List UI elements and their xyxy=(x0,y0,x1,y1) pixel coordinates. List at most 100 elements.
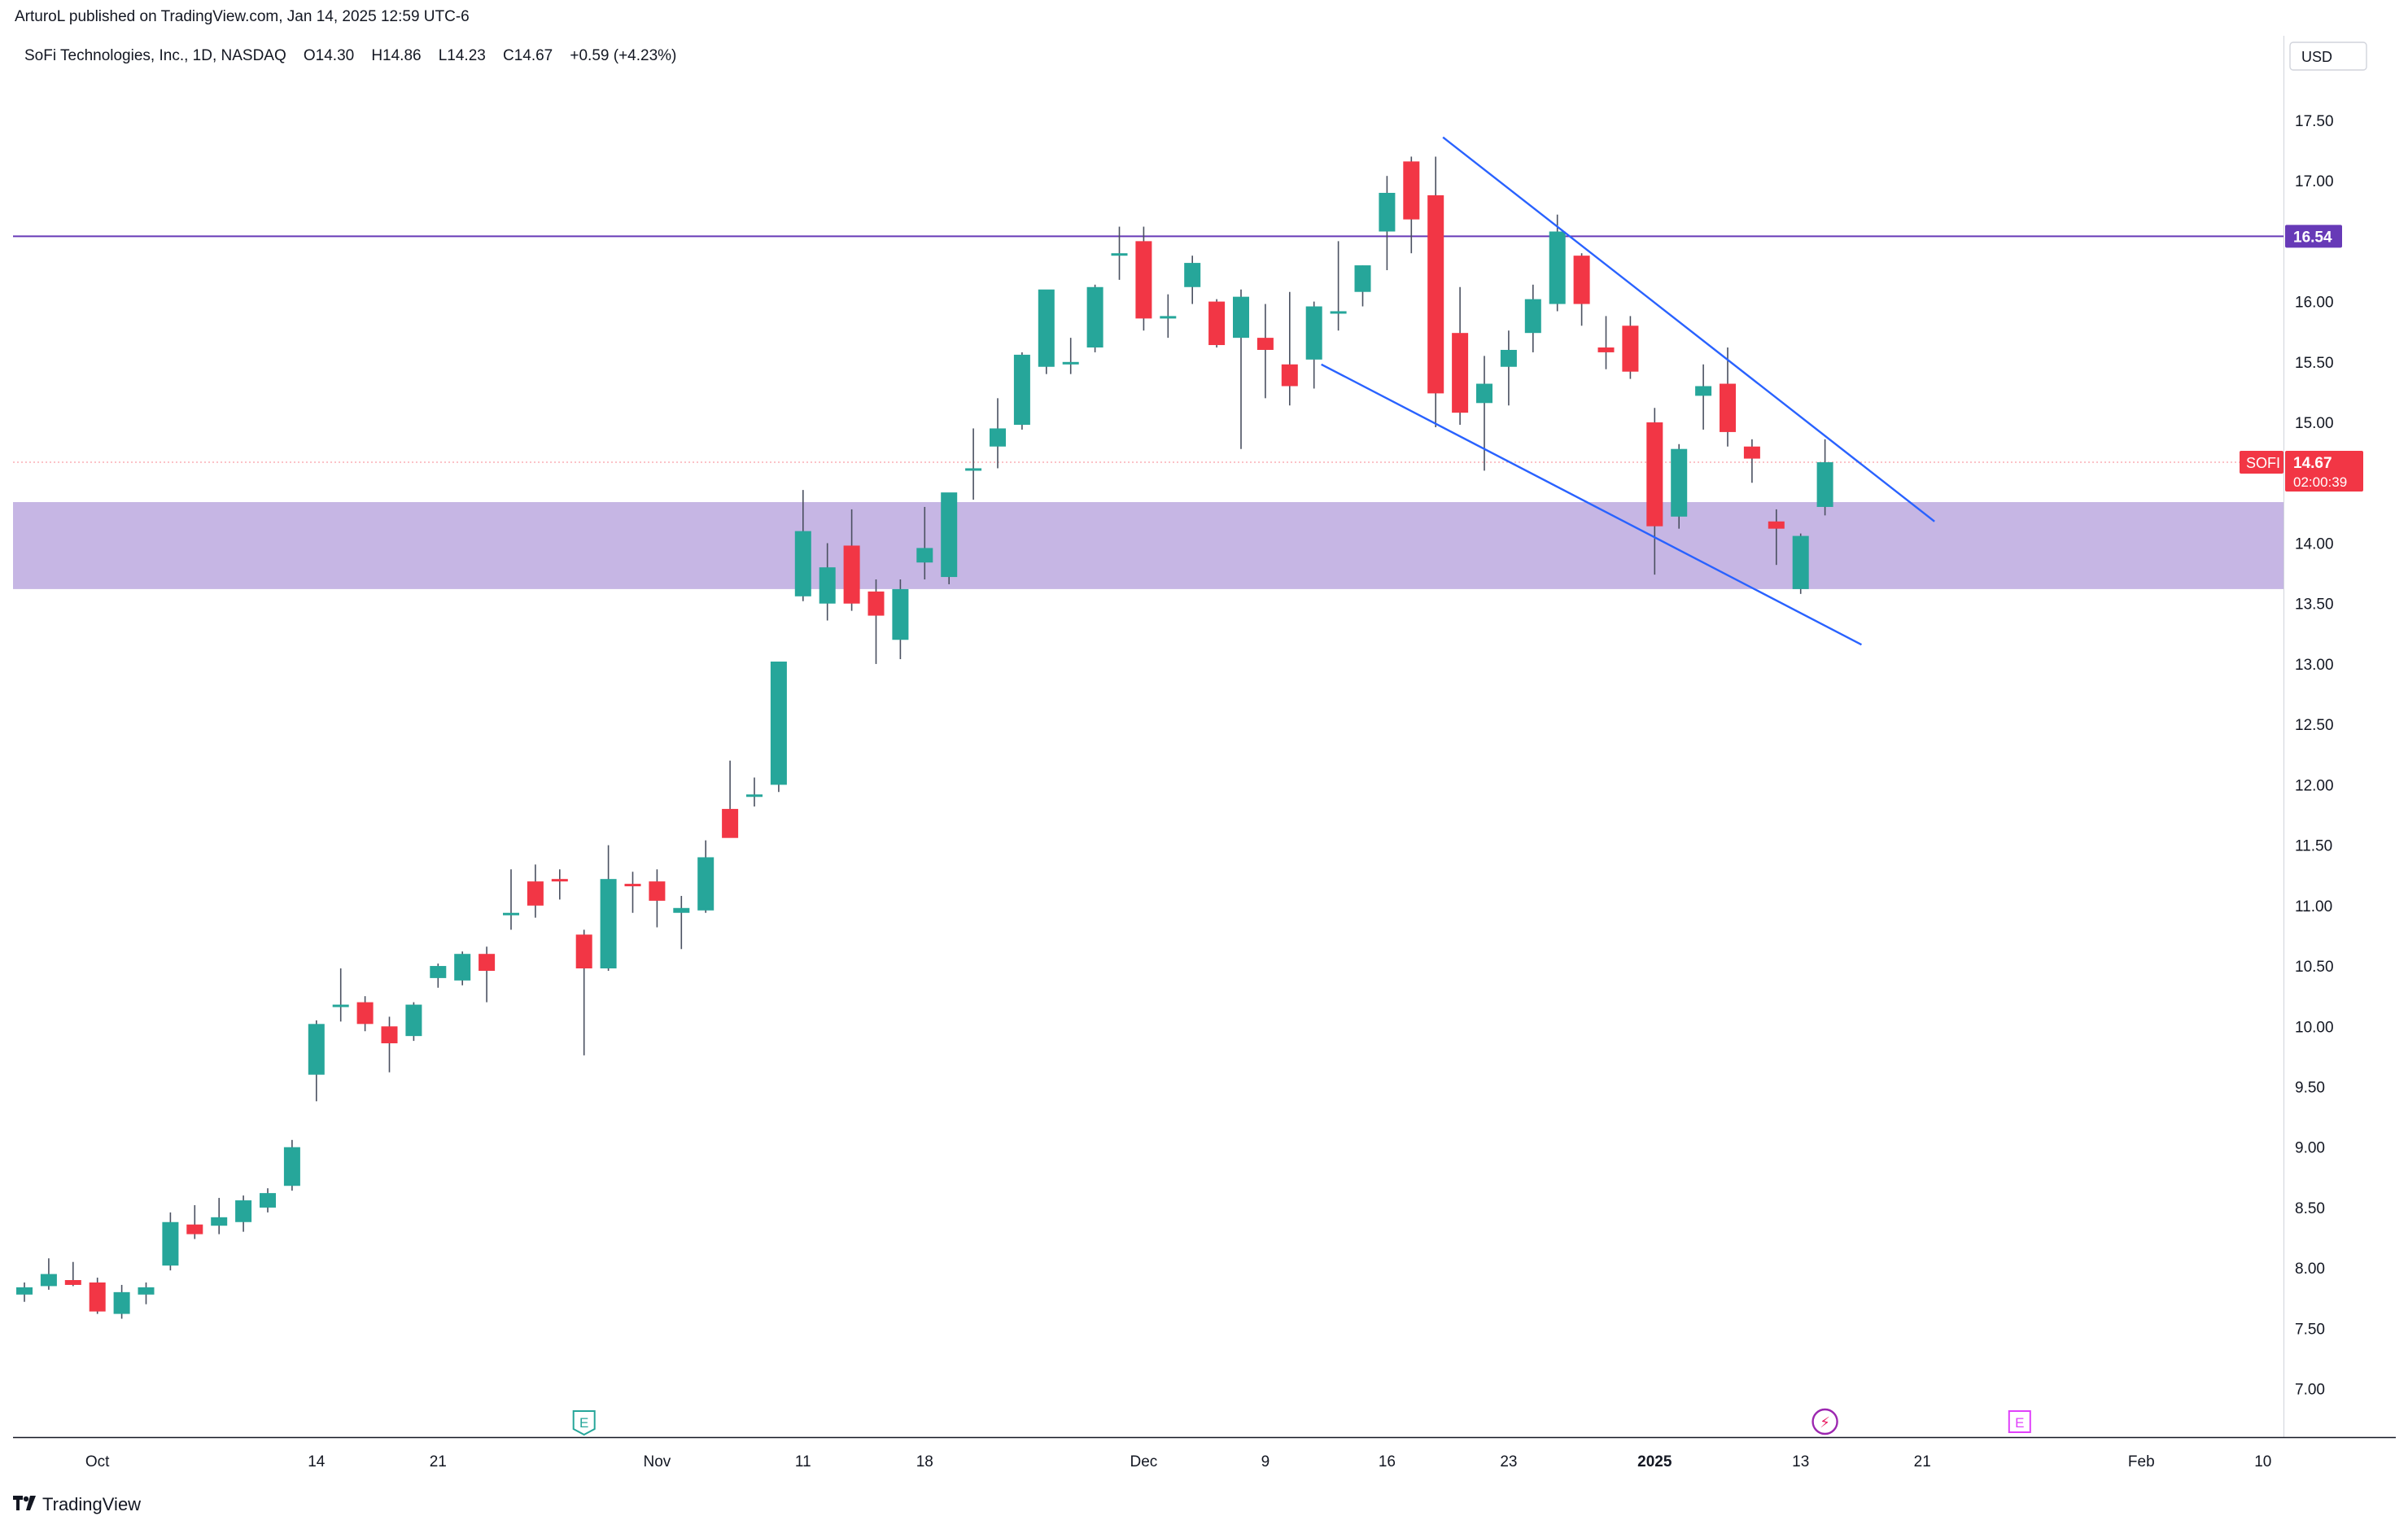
y-tick-label: 11.00 xyxy=(2295,898,2332,915)
candle xyxy=(64,1261,81,1287)
event-marker-label: ⚡ xyxy=(1820,1414,1830,1431)
candle xyxy=(308,1020,325,1102)
last-price-tag: SOFI 14.67 02:00:39 xyxy=(2240,451,2363,492)
earnings-marker-shape xyxy=(572,1410,596,1436)
publisher-line: ArturoL published on TradingView.com, Ja… xyxy=(15,8,470,25)
y-tick-label: 17.50 xyxy=(2295,113,2334,130)
candle xyxy=(1743,439,1760,483)
candle-body-down xyxy=(1135,241,1152,319)
level-price-tag-bg xyxy=(2285,225,2342,248)
candle xyxy=(1256,304,1274,399)
candle-body-up xyxy=(1549,231,1566,304)
candle xyxy=(503,869,519,930)
candle-body-up xyxy=(430,966,447,978)
candle xyxy=(527,864,544,918)
candle-body-down xyxy=(479,954,496,971)
x-tick-label: 11 xyxy=(795,1453,811,1470)
candle xyxy=(1671,444,1688,529)
candle-body-up xyxy=(138,1287,155,1295)
candle-body-down xyxy=(1743,446,1760,459)
y-tick-label: 13.50 xyxy=(2295,596,2334,614)
candle xyxy=(1427,156,1444,427)
candle xyxy=(575,929,592,1055)
candle-body-up xyxy=(1695,386,1712,396)
tradingview-logo[interactable]: TradingView xyxy=(13,1494,141,1515)
candle-body-up xyxy=(405,1004,422,1037)
candle-body-down xyxy=(1573,256,1590,304)
price-scale-background xyxy=(2283,36,2396,1484)
candle-body-up xyxy=(454,954,471,981)
candle-body-up xyxy=(113,1291,130,1314)
price-chart[interactable]: E ⚡ E 7.00 7.50 8.00 8.50 9.00 9.50 10.00 10.50 11… xyxy=(13,36,2396,1484)
candle-body-down xyxy=(1768,521,1785,529)
candle-body-up xyxy=(697,857,715,911)
candle-body-up xyxy=(1305,306,1322,360)
x-tick-label: Nov xyxy=(644,1453,671,1470)
candle xyxy=(1768,509,1785,566)
candle xyxy=(162,1212,179,1271)
ohlc-open: O14.30 xyxy=(303,47,355,64)
candle xyxy=(1281,291,1298,406)
candle-body-down xyxy=(356,1002,374,1025)
candle xyxy=(186,1204,203,1239)
candle xyxy=(1184,256,1201,304)
level-price-tag: 16.54 xyxy=(2285,225,2342,248)
candle xyxy=(941,492,958,584)
symbol-tag-bg xyxy=(2240,451,2283,474)
y-tick-label: 8.50 xyxy=(2295,1200,2325,1217)
candle-body-up xyxy=(770,661,787,785)
symbol-info: SoFi Technologies, Inc., 1D, NASDAQ xyxy=(24,47,286,64)
lower-trendline xyxy=(1321,363,1863,646)
candle-body-down xyxy=(1597,347,1615,352)
x-tick-label: 13 xyxy=(1792,1453,1809,1470)
candle xyxy=(1135,226,1152,331)
candle xyxy=(16,1282,33,1302)
candle xyxy=(430,964,447,988)
candle xyxy=(1500,330,1517,406)
candle-body-up xyxy=(1233,296,1249,339)
candle xyxy=(892,579,909,659)
x-tick-label: 14 xyxy=(308,1453,326,1470)
candle-body-down xyxy=(1281,364,1298,387)
level-price-tag-label: 16.54 xyxy=(2293,229,2332,246)
candle-body-down xyxy=(381,1026,398,1044)
symbol-legend: SoFi Technologies, Inc., 1D, NASDAQ O14.… xyxy=(24,47,676,65)
candle-body-up xyxy=(673,907,690,913)
countdown-label: 02:00:39 xyxy=(2293,474,2347,490)
candle xyxy=(1013,352,1030,430)
candle xyxy=(356,996,374,1032)
candle xyxy=(624,872,641,913)
candle xyxy=(1086,284,1103,352)
candle xyxy=(1354,265,1371,307)
candle-body-up xyxy=(916,548,933,563)
candle-body-up xyxy=(1792,535,1809,589)
candle-body-down xyxy=(1403,161,1420,220)
candle-body-up xyxy=(332,1004,349,1007)
y-tick-label: 7.50 xyxy=(2295,1321,2325,1338)
earnings-event-marker: E xyxy=(572,1410,596,1436)
x-tick-label: 10 xyxy=(2254,1453,2271,1470)
candle-body-up xyxy=(1476,383,1492,404)
y-tick-label: 13.00 xyxy=(2295,657,2334,674)
candle xyxy=(746,777,763,807)
tradingview-logo-icon xyxy=(13,1494,37,1515)
candle-body-up xyxy=(16,1287,33,1295)
candle-body-down xyxy=(575,934,592,969)
candle-body-up xyxy=(1330,311,1347,314)
candle-body-up xyxy=(1524,299,1541,334)
candle xyxy=(600,845,617,971)
candle xyxy=(138,1282,155,1304)
earnings-marker-label: E xyxy=(579,1415,588,1431)
candle-body-up xyxy=(40,1274,57,1287)
candle xyxy=(1038,289,1055,374)
candle-body-up xyxy=(965,468,982,471)
candle-body-down xyxy=(867,591,885,616)
y-tick-label: 7.00 xyxy=(2295,1382,2325,1399)
candle-body-up xyxy=(1354,265,1371,292)
candle xyxy=(1208,299,1226,347)
candle xyxy=(283,1139,300,1191)
candle-body-down xyxy=(89,1282,106,1312)
upper-trendline xyxy=(1442,136,1935,522)
candle-body-up xyxy=(1500,349,1517,367)
y-tick-label: 14.00 xyxy=(2295,535,2334,553)
